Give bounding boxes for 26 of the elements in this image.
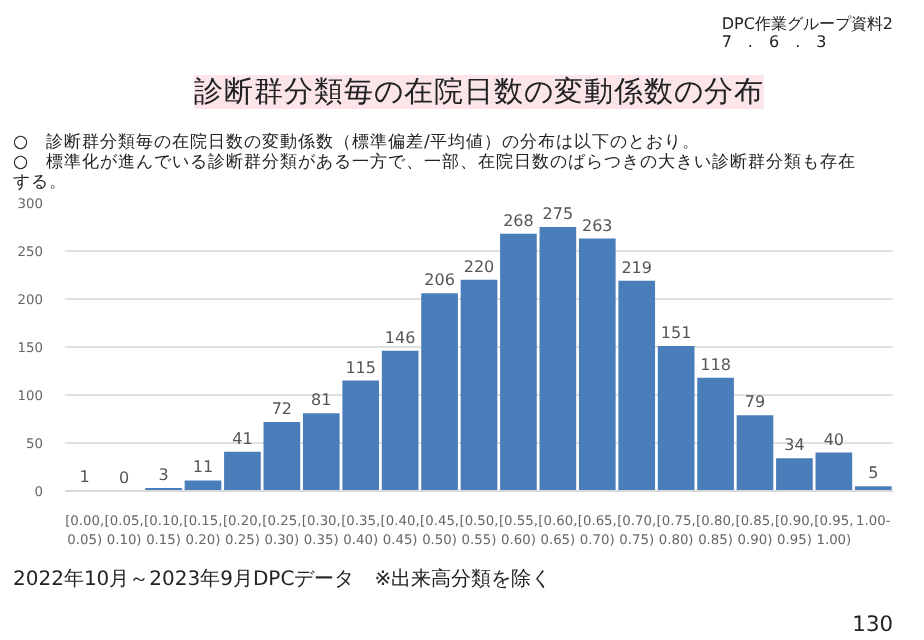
data-label: 220: [463, 257, 495, 276]
data-label: 151: [660, 324, 692, 343]
data-label: 1: [79, 468, 90, 487]
data-label: 79: [744, 393, 766, 412]
data-label: 11: [192, 458, 214, 477]
chart-subtitle: ○ 診断群分類毎の在院日数の変動係数（標準偏差/平均値）の分布は以下のとおり。 ○ 標準化が進んでいる診断群分類がある一方で、一部、在院日数のばらつきの大きい診断群分類も存在する。: [13, 131, 857, 193]
data-label: 275: [542, 205, 574, 223]
data-label: 0: [119, 469, 130, 487]
data-label: 268: [503, 211, 534, 230]
data-label: 219: [621, 258, 653, 277]
data-label: 40: [823, 430, 845, 449]
text: 130: [852, 611, 894, 637]
chart-title: 診断群分類毎の在院日数の変動係数の分布: [194, 75, 764, 109]
text: DPC作業グループ資料2 7 . 6 . 3: [721, 15, 894, 51]
data-label: 115: [345, 358, 377, 377]
data-label: 41: [232, 429, 253, 448]
data-label: 81: [311, 391, 332, 410]
data-label: 5: [868, 464, 879, 483]
data-label: 146: [384, 328, 416, 347]
data-label: 34: [784, 436, 805, 455]
data-label: 72: [271, 399, 293, 418]
text: 2022年10月～2023年9月DPCデータ ※出来高分類を除く: [13, 567, 552, 591]
data-label: 3: [158, 466, 169, 485]
data-label: 118: [700, 355, 731, 374]
data-label: 263: [582, 216, 613, 235]
data-label: 206: [424, 271, 455, 290]
